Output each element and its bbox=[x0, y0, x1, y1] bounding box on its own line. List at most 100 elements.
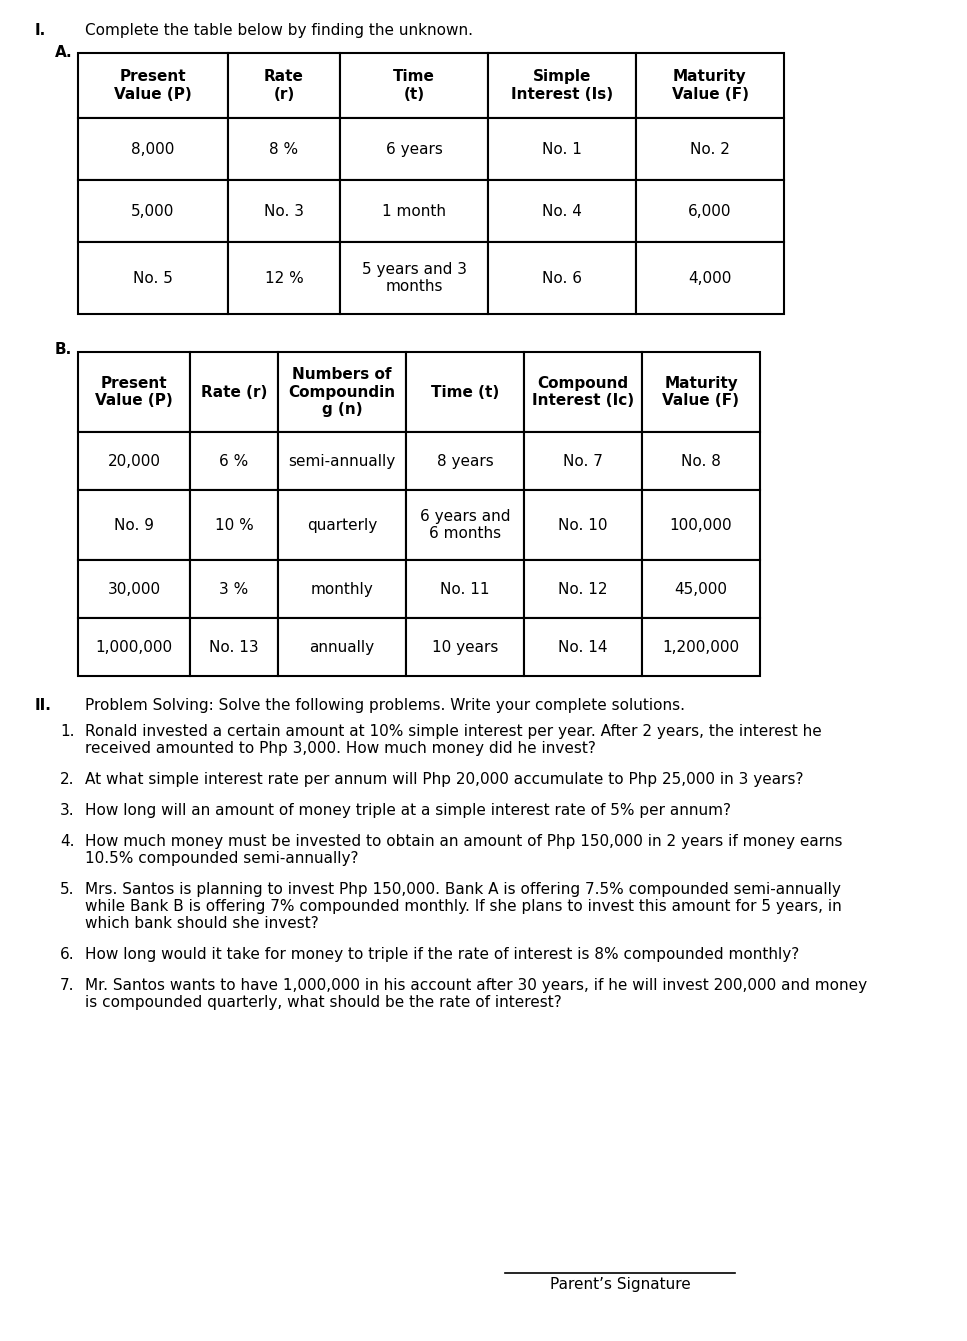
Text: No. 2: No. 2 bbox=[690, 142, 730, 157]
Text: Parent’s Signature: Parent’s Signature bbox=[549, 1277, 690, 1291]
Text: Compound
Interest (Ic): Compound Interest (Ic) bbox=[532, 375, 634, 408]
Bar bbox=[488, 54, 636, 118]
Bar bbox=[228, 118, 340, 180]
Text: II.: II. bbox=[35, 699, 52, 713]
Bar bbox=[636, 118, 784, 180]
Text: How much money must be invested to obtain an amount of Php 150,000 in 2 years if: How much money must be invested to obtai… bbox=[85, 834, 842, 849]
Bar bbox=[524, 489, 642, 561]
Bar bbox=[78, 54, 228, 118]
Bar bbox=[406, 489, 524, 561]
Text: How long will an amount of money triple at a simple interest rate of 5% per annu: How long will an amount of money triple … bbox=[85, 803, 731, 818]
Text: No. 9: No. 9 bbox=[114, 518, 154, 532]
Text: No. 12: No. 12 bbox=[558, 582, 607, 597]
Bar bbox=[642, 561, 760, 618]
Text: No. 8: No. 8 bbox=[681, 453, 721, 468]
Text: quarterly: quarterly bbox=[307, 518, 377, 532]
Text: 45,000: 45,000 bbox=[675, 582, 727, 597]
Bar bbox=[278, 489, 406, 561]
Text: 100,000: 100,000 bbox=[670, 518, 732, 532]
Bar bbox=[642, 432, 760, 489]
Text: B.: B. bbox=[55, 342, 73, 357]
Text: is compounded quarterly, what should be the rate of interest?: is compounded quarterly, what should be … bbox=[85, 995, 562, 1010]
Bar bbox=[524, 351, 642, 432]
Bar bbox=[190, 432, 278, 489]
Text: Maturity
Value (F): Maturity Value (F) bbox=[671, 70, 748, 102]
Bar bbox=[642, 489, 760, 561]
Bar bbox=[78, 351, 190, 432]
Text: 6 years and
6 months: 6 years and 6 months bbox=[420, 508, 511, 542]
Bar bbox=[636, 241, 784, 314]
Text: 3 %: 3 % bbox=[220, 582, 249, 597]
Text: No. 11: No. 11 bbox=[440, 582, 489, 597]
Text: No. 10: No. 10 bbox=[558, 518, 607, 532]
Text: No. 14: No. 14 bbox=[558, 640, 607, 654]
Text: No. 6: No. 6 bbox=[542, 271, 582, 286]
Text: A.: A. bbox=[55, 46, 73, 60]
Text: How long would it take for money to triple if the rate of interest is 8% compoun: How long would it take for money to trip… bbox=[85, 947, 800, 961]
Text: which bank should she invest?: which bank should she invest? bbox=[85, 916, 319, 931]
Text: monthly: monthly bbox=[310, 582, 373, 597]
Text: Rate (r): Rate (r) bbox=[201, 385, 267, 400]
Bar bbox=[406, 351, 524, 432]
Text: No. 7: No. 7 bbox=[563, 453, 603, 468]
Text: 20,000: 20,000 bbox=[107, 453, 161, 468]
Text: 1.: 1. bbox=[60, 724, 74, 739]
Bar bbox=[278, 561, 406, 618]
Bar bbox=[406, 432, 524, 489]
Text: 30,000: 30,000 bbox=[107, 582, 161, 597]
Text: 6 %: 6 % bbox=[220, 453, 249, 468]
Bar bbox=[524, 561, 642, 618]
Bar bbox=[190, 561, 278, 618]
Bar bbox=[228, 241, 340, 314]
Text: 8 %: 8 % bbox=[270, 142, 299, 157]
Bar bbox=[488, 118, 636, 180]
Bar bbox=[636, 180, 784, 241]
Bar bbox=[642, 618, 760, 676]
Text: 10 %: 10 % bbox=[215, 518, 253, 532]
Text: annually: annually bbox=[309, 640, 374, 654]
Text: No. 4: No. 4 bbox=[542, 204, 582, 219]
Text: while Bank B is offering 7% compounded monthly. If she plans to invest this amou: while Bank B is offering 7% compounded m… bbox=[85, 898, 841, 915]
Text: Problem Solving: Solve the following problems. Write your complete solutions.: Problem Solving: Solve the following pro… bbox=[85, 699, 685, 713]
Bar bbox=[78, 241, 228, 314]
Bar bbox=[78, 180, 228, 241]
Bar bbox=[78, 432, 190, 489]
Text: Complete the table below by finding the unknown.: Complete the table below by finding the … bbox=[85, 23, 473, 38]
Text: At what simple interest rate per annum will Php 20,000 accumulate to Php 25,000 : At what simple interest rate per annum w… bbox=[85, 772, 804, 787]
Text: Rate
(r): Rate (r) bbox=[264, 70, 304, 102]
Bar bbox=[278, 618, 406, 676]
Text: 6 years: 6 years bbox=[386, 142, 443, 157]
Text: 6,000: 6,000 bbox=[689, 204, 732, 219]
Bar bbox=[78, 618, 190, 676]
Text: Mrs. Santos is planning to invest Php 150,000. Bank A is offering 7.5% compounde: Mrs. Santos is planning to invest Php 15… bbox=[85, 882, 841, 897]
Text: Present
Value (P): Present Value (P) bbox=[114, 70, 191, 102]
Bar bbox=[190, 618, 278, 676]
Text: Simple
Interest (Is): Simple Interest (Is) bbox=[511, 70, 613, 102]
Bar bbox=[278, 351, 406, 432]
Text: Ronald invested a certain amount at 10% simple interest per year. After 2 years,: Ronald invested a certain amount at 10% … bbox=[85, 724, 822, 739]
Bar bbox=[488, 180, 636, 241]
Text: semi-annually: semi-annually bbox=[288, 453, 396, 468]
Bar bbox=[642, 351, 760, 432]
Text: Present
Value (P): Present Value (P) bbox=[95, 375, 173, 408]
Text: I.: I. bbox=[35, 23, 46, 38]
Text: 4.: 4. bbox=[60, 834, 74, 849]
Text: 1,000,000: 1,000,000 bbox=[96, 640, 172, 654]
Text: received amounted to Php 3,000. How much money did he invest?: received amounted to Php 3,000. How much… bbox=[85, 742, 596, 756]
Bar bbox=[278, 432, 406, 489]
Text: 1,200,000: 1,200,000 bbox=[662, 640, 740, 654]
Text: 5 years and 3
months: 5 years and 3 months bbox=[362, 261, 466, 294]
Text: 4,000: 4,000 bbox=[689, 271, 732, 286]
Bar bbox=[78, 118, 228, 180]
Text: 8,000: 8,000 bbox=[132, 142, 175, 157]
Text: 10 years: 10 years bbox=[432, 640, 498, 654]
Bar bbox=[488, 241, 636, 314]
Text: Time (t): Time (t) bbox=[431, 385, 499, 400]
Text: Maturity
Value (F): Maturity Value (F) bbox=[662, 375, 740, 408]
Bar bbox=[340, 118, 488, 180]
Bar bbox=[190, 351, 278, 432]
Bar bbox=[78, 489, 190, 561]
Text: 5.: 5. bbox=[60, 882, 74, 897]
Text: 12 %: 12 % bbox=[265, 271, 304, 286]
Bar bbox=[228, 180, 340, 241]
